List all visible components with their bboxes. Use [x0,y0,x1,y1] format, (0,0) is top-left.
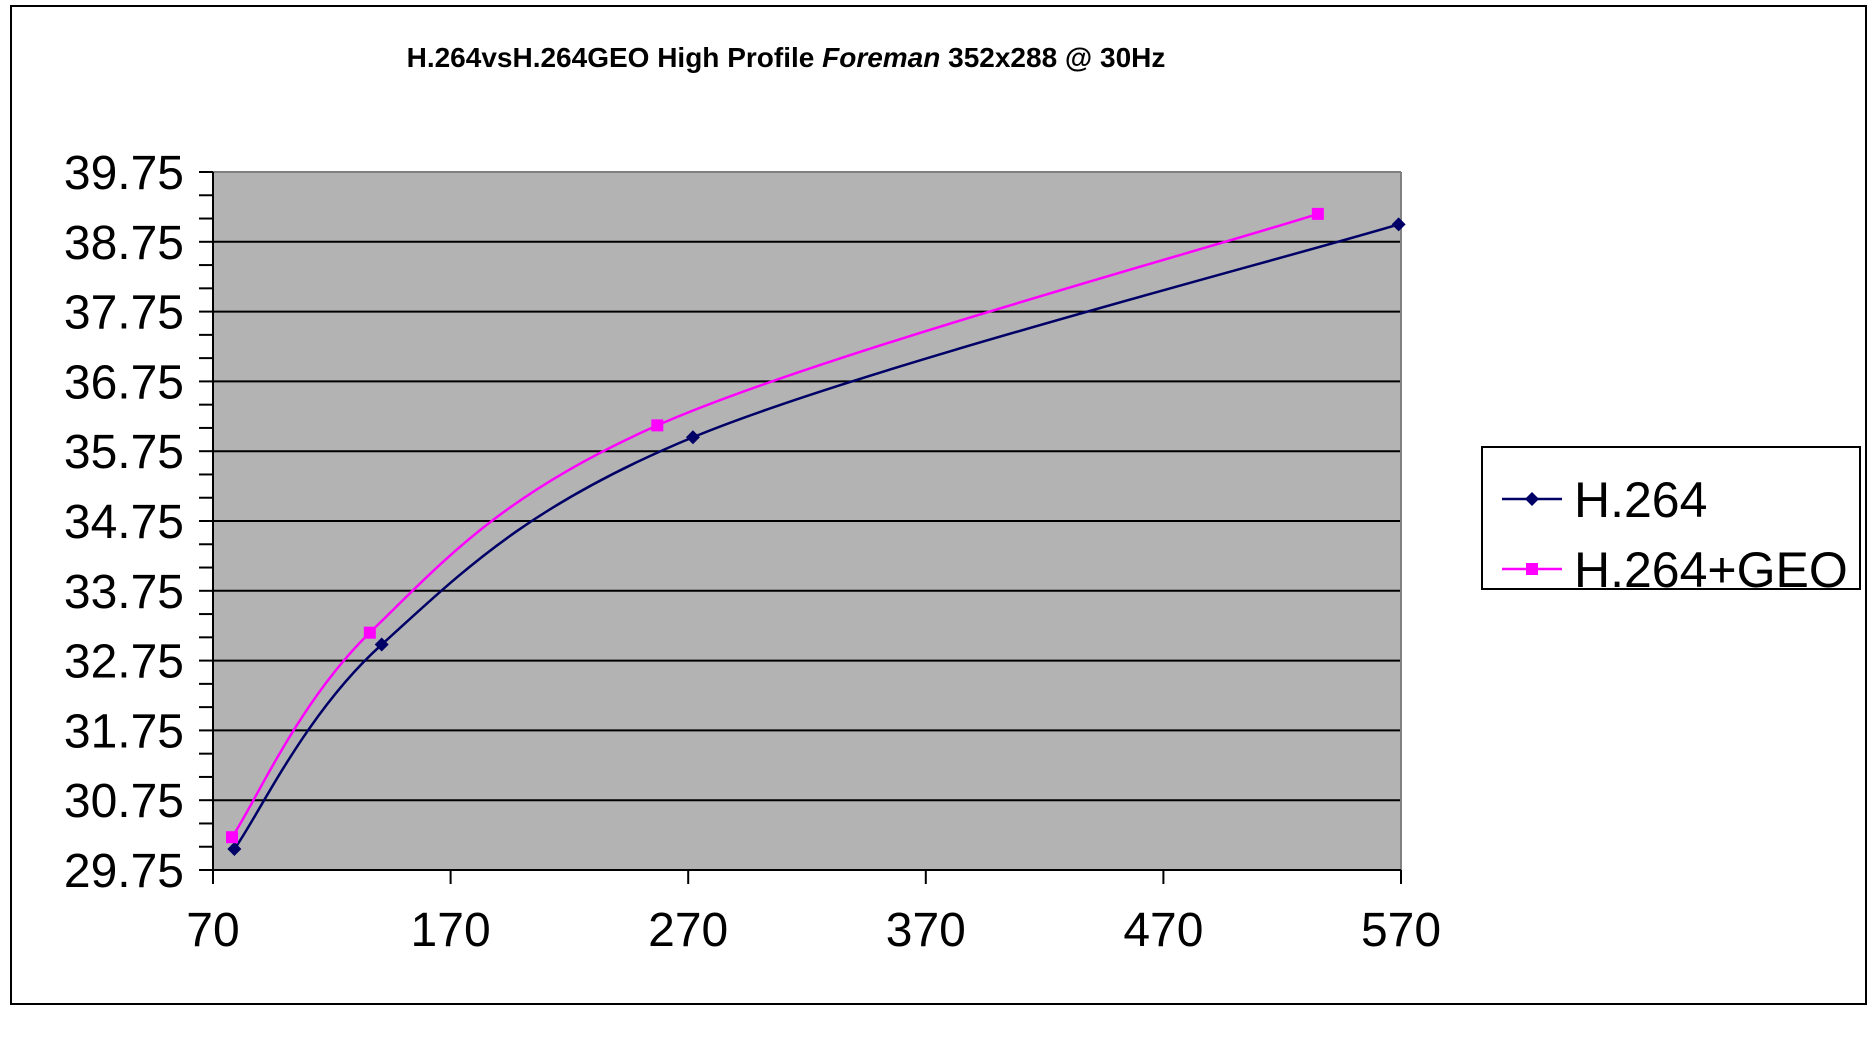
y-tick-label: 38.75 [64,217,184,270]
data-point [685,430,700,445]
y-tick-label: 36.75 [64,356,184,409]
series-h264-geo [226,207,1324,844]
legend-entry: H.264+GEO [1502,542,1848,598]
data-point [226,831,239,844]
y-tick-label: 37.75 [64,287,184,340]
x-tick-label: 370 [886,904,966,957]
x-tick-label: 170 [411,904,491,957]
y-tick-label: 32.75 [64,636,184,689]
x-tick-label: 470 [1123,904,1203,957]
legend-label: H.264 [1574,472,1707,528]
legend-marker [1525,492,1539,506]
y-tick-label: 30.75 [64,775,184,828]
y-tick-label: 39.75 [64,147,184,200]
data-point [1391,217,1406,232]
data-point [374,637,389,652]
grid-lines [213,240,1401,802]
x-tick-label: 70 [186,904,239,957]
legend-label: H.264+GEO [1574,542,1848,598]
chart-title: H.264vsH.264GEO High Profile Foreman 352… [407,42,1166,73]
y-tick-label: 34.75 [64,496,184,549]
legend-marker [1526,563,1538,575]
y-tick-label: 33.75 [64,566,184,619]
series-layer [226,207,1406,857]
data-point [1311,207,1324,220]
series-h264 [227,217,1406,857]
series-line [233,223,1399,850]
y-tick-label: 35.75 [64,426,184,479]
x-tick-label: 270 [648,904,728,957]
y-tick-label: 29.75 [64,845,184,898]
x-tick-label: 570 [1361,904,1441,957]
chart-title-part2: Foreman [822,42,940,73]
data-point [363,626,376,639]
data-point [651,419,664,432]
axes: 39.75 38.75 37.75 36.75 35.75 34.75 33.75 32.75… [64,147,1441,957]
chart-title-part1: H.264vsH.264GEO High Profile [407,42,823,73]
legend-entry: H.264 [1502,472,1707,528]
series-line [230,212,1319,838]
data-point [227,842,242,857]
line-chart: H.264vsH.264GEO High Profile Foreman 352… [64,42,1861,957]
legend: H.264 H.264+GEO [1481,446,1861,598]
chart-title-part3: 352x288 @ 30Hz [940,42,1165,73]
y-tick-label: 31.75 [64,705,184,758]
chart-frame: H.264vsH.264GEO High Profile Foreman 352… [10,5,1867,1005]
legend-box [1481,446,1861,590]
